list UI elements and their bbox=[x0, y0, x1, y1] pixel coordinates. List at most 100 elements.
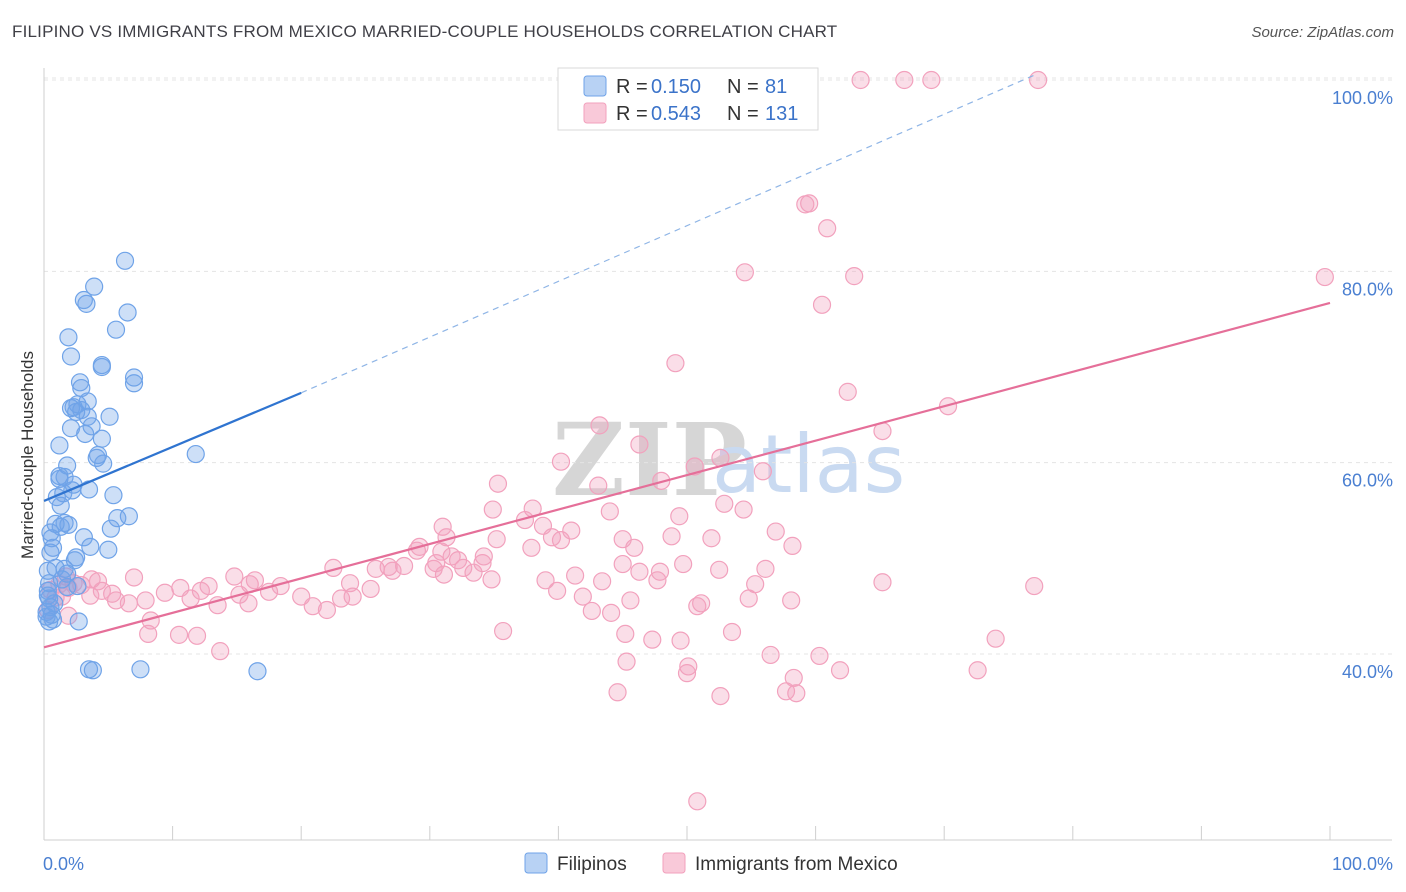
point-mexico-108 bbox=[340, 574, 360, 593]
legend-filipinos-n-value: 81 bbox=[765, 76, 787, 98]
point-mexico-100 bbox=[643, 630, 662, 649]
legend-swatch-mexico bbox=[583, 102, 607, 124]
point-mexico-138 bbox=[81, 586, 100, 605]
point-filipinos-4 bbox=[118, 303, 137, 322]
point-mexico-137 bbox=[92, 581, 111, 600]
point-mexico-101 bbox=[679, 657, 698, 676]
point-mexico-87 bbox=[616, 624, 635, 644]
point-mexico-30 bbox=[600, 502, 619, 521]
point-filipinos-42 bbox=[119, 507, 138, 526]
y-tick-labels: 40.0% 60.0% 80.0% 100.0% bbox=[1332, 88, 1393, 682]
point-mexico-45 bbox=[551, 531, 571, 550]
point-mexico-20 bbox=[685, 457, 704, 476]
point-filipinos-3 bbox=[77, 294, 96, 313]
bottom-legend-mexico: Immigrants from Mexico bbox=[695, 854, 898, 875]
point-mexico-111 bbox=[331, 589, 351, 608]
series-legend: Filipinos Immigrants from Mexico bbox=[524, 852, 898, 875]
point-filipinos-55 bbox=[41, 543, 60, 562]
point-filipinos-20 bbox=[100, 407, 119, 426]
point-mexico-83 bbox=[782, 591, 801, 610]
point-mexico-97 bbox=[830, 661, 850, 680]
point-mexico-126 bbox=[155, 583, 174, 602]
point-mexico-136 bbox=[106, 591, 126, 610]
legend-filipinos-r-label: R = bbox=[616, 76, 648, 98]
point-filipinos-79 bbox=[131, 660, 150, 679]
point-mexico-59 bbox=[394, 556, 414, 576]
point-mexico-96 bbox=[784, 668, 803, 688]
point-mexico-82 bbox=[739, 589, 758, 608]
point-mexico-10 bbox=[735, 263, 754, 282]
watermark-zip: ZIP bbox=[552, 401, 747, 519]
point-mexico-25 bbox=[488, 474, 508, 493]
point-mexico-141 bbox=[88, 572, 108, 591]
point-mexico-74 bbox=[536, 571, 555, 590]
point-mexico-90 bbox=[810, 646, 829, 666]
point-filipinos-26 bbox=[50, 436, 69, 455]
trendlines bbox=[43, 74, 1331, 649]
point-filipinos-10 bbox=[124, 368, 144, 387]
point-mexico-78 bbox=[548, 581, 567, 600]
legend-mexico-r-value: 0.543 bbox=[651, 103, 701, 125]
point-mexico-15 bbox=[838, 382, 857, 401]
point-filipinos-53 bbox=[43, 538, 63, 557]
point-mexico-38 bbox=[433, 517, 452, 536]
point-mexico-9 bbox=[818, 219, 837, 238]
legend-filipinos-n-label: N = bbox=[727, 76, 759, 98]
point-mexico-85 bbox=[582, 601, 601, 621]
point-mexico-72 bbox=[648, 571, 667, 590]
point-filipinos-51 bbox=[42, 529, 61, 548]
point-mexico-33 bbox=[702, 529, 721, 548]
legend-mexico-r-label: R = bbox=[616, 103, 648, 125]
point-mexico-29 bbox=[483, 500, 502, 519]
point-filipinos-54 bbox=[99, 540, 118, 559]
point-mexico-8 bbox=[796, 195, 815, 214]
point-filipinos-24 bbox=[76, 424, 95, 444]
point-filipinos-49 bbox=[41, 523, 60, 542]
point-mexico-71 bbox=[593, 572, 612, 591]
point-filipinos-80 bbox=[248, 662, 267, 681]
point-mexico-68 bbox=[630, 562, 649, 581]
point-mexico-60 bbox=[383, 561, 402, 580]
x-tick-label-0: 0.0% bbox=[43, 854, 84, 874]
point-filipinos-19 bbox=[67, 402, 86, 422]
point-mexico-46 bbox=[522, 538, 541, 557]
point-mexico-107 bbox=[343, 587, 362, 606]
axes bbox=[43, 68, 1392, 841]
point-filipinos-7 bbox=[61, 347, 81, 366]
point-mexico-13 bbox=[812, 295, 832, 314]
point-mexico-112 bbox=[317, 600, 337, 620]
point-filipinos-0 bbox=[115, 251, 135, 270]
point-mexico-133 bbox=[136, 591, 155, 610]
point-mexico-84 bbox=[602, 603, 621, 622]
point-mexico-119 bbox=[239, 594, 258, 613]
point-mexico-19 bbox=[630, 435, 649, 454]
legend-mexico-n-label: N = bbox=[727, 103, 759, 125]
point-mexico-32 bbox=[670, 507, 689, 526]
point-filipinos-6 bbox=[59, 328, 78, 347]
point-mexico-64 bbox=[613, 554, 632, 574]
point-filipinos-50 bbox=[74, 528, 93, 547]
point-mexico-48 bbox=[432, 542, 451, 561]
point-mexico-129 bbox=[169, 625, 189, 644]
point-mexico-95 bbox=[711, 686, 730, 706]
watermark-atlas: atlas bbox=[712, 418, 905, 511]
trendline-mexico bbox=[43, 301, 1331, 649]
point-mexico-18 bbox=[590, 416, 609, 435]
legend-filipinos-r-value: 0.150 bbox=[651, 76, 701, 98]
trendline-filipinos bbox=[43, 391, 302, 502]
point-mexico-63 bbox=[442, 547, 461, 566]
point-mexico-65 bbox=[674, 554, 693, 574]
source-credit: Source: ZipAtlas.com bbox=[1251, 24, 1394, 41]
point-mexico-80 bbox=[621, 591, 640, 610]
point-filipinos-41 bbox=[51, 496, 70, 515]
point-mexico-26 bbox=[589, 476, 608, 495]
point-mexico-77 bbox=[1025, 576, 1044, 596]
point-filipinos-27 bbox=[186, 444, 205, 464]
point-mexico-132 bbox=[124, 568, 144, 587]
point-mexico-4 bbox=[895, 70, 914, 90]
point-mexico-36 bbox=[766, 522, 785, 541]
y-tick-label-0: 40.0% bbox=[1342, 662, 1393, 682]
x-tick-label-1: 100.0% bbox=[1332, 854, 1393, 874]
point-filipinos-12 bbox=[70, 373, 90, 392]
